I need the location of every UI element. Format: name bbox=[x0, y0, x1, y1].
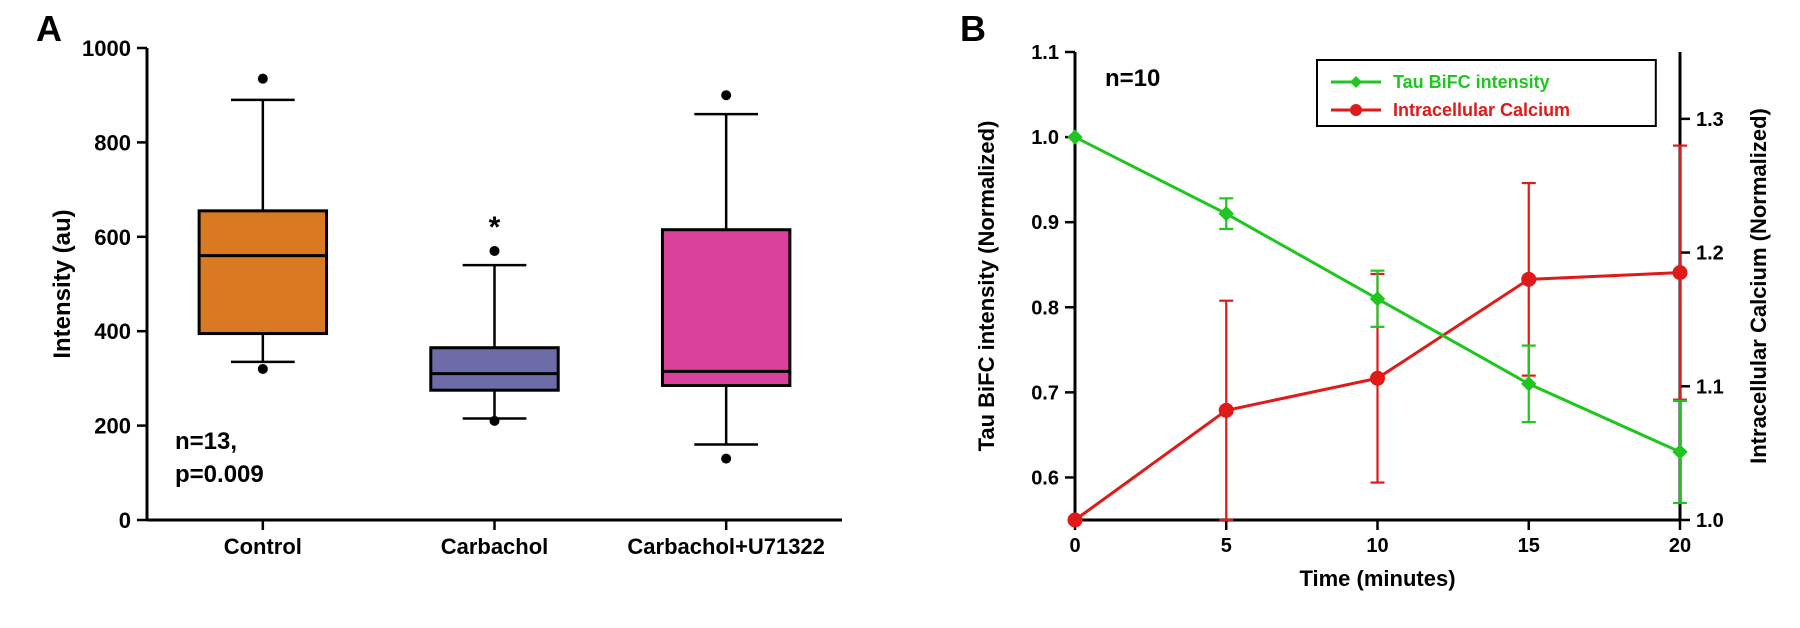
svg-text:0.9: 0.9 bbox=[1031, 212, 1059, 234]
svg-text:0: 0 bbox=[1069, 535, 1080, 557]
svg-text:400: 400 bbox=[94, 319, 131, 344]
svg-text:15: 15 bbox=[1518, 535, 1540, 557]
svg-text:Tau BiFC intensity: Tau BiFC intensity bbox=[1393, 72, 1550, 92]
svg-text:1000: 1000 bbox=[82, 36, 131, 61]
svg-text:Control: Control bbox=[224, 534, 302, 559]
svg-text:20: 20 bbox=[1669, 535, 1691, 557]
figure-container: A B 02004006008001000Intensity (au)Contr… bbox=[0, 0, 1800, 628]
svg-text:Intracellular Calcium (Normali: Intracellular Calcium (Normalized) bbox=[1746, 108, 1771, 464]
svg-text:n=13,: n=13, bbox=[175, 428, 237, 455]
svg-text:0: 0 bbox=[119, 508, 131, 533]
svg-text:Intracellular Calcium: Intracellular Calcium bbox=[1393, 100, 1570, 120]
svg-text:5: 5 bbox=[1221, 535, 1232, 557]
svg-text:1.0: 1.0 bbox=[1031, 127, 1059, 149]
svg-text:1.1: 1.1 bbox=[1696, 376, 1724, 398]
svg-text:1.1: 1.1 bbox=[1031, 42, 1059, 64]
svg-text:800: 800 bbox=[94, 130, 131, 155]
svg-text:Carbachol+U71322: Carbachol+U71322 bbox=[627, 534, 825, 559]
svg-text:1.0: 1.0 bbox=[1696, 510, 1724, 532]
panel-b-lineplot: 0 5 10 15 20 Time (minutes) 0.6 0.7 0.8 0.9 1.0 1.1… bbox=[960, 20, 1790, 620]
svg-text:p=0.009: p=0.009 bbox=[175, 461, 264, 488]
svg-text:10: 10 bbox=[1366, 535, 1388, 557]
svg-text:200: 200 bbox=[94, 414, 131, 439]
svg-text:n=10: n=10 bbox=[1105, 65, 1160, 92]
svg-text:*: * bbox=[489, 211, 501, 244]
svg-text:Tau BiFC intensity (Normalized: Tau BiFC intensity (Normalized) bbox=[974, 121, 999, 452]
svg-text:Time (minutes): Time (minutes) bbox=[1299, 566, 1455, 591]
svg-text:Intensity (au): Intensity (au) bbox=[49, 209, 76, 358]
svg-text:600: 600 bbox=[94, 225, 131, 250]
svg-text:0.8: 0.8 bbox=[1031, 297, 1059, 319]
svg-text:1.2: 1.2 bbox=[1696, 243, 1724, 265]
svg-text:Carbachol: Carbachol bbox=[441, 534, 549, 559]
panel-a-boxplot: 0 200 400 600 800 1000 Intensity (au) Control Ca… bbox=[22, 20, 882, 620]
svg-text:0.7: 0.7 bbox=[1031, 382, 1059, 404]
svg-text:1.3: 1.3 bbox=[1696, 109, 1724, 131]
svg-text:0.6: 0.6 bbox=[1031, 467, 1059, 489]
